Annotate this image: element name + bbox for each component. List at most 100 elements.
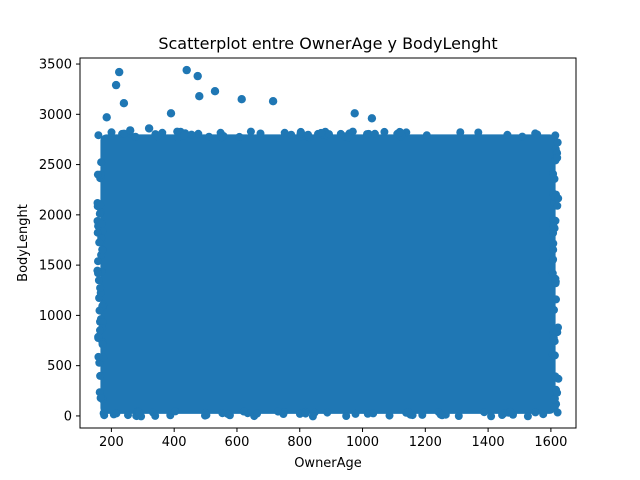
data-point: [553, 201, 562, 210]
data-point: [369, 409, 378, 418]
data-point: [344, 133, 353, 142]
data-point: [350, 109, 359, 118]
data-point: [553, 408, 562, 417]
data-point: [95, 209, 104, 218]
data-point: [98, 246, 107, 255]
y-tick-label: 3500: [39, 58, 72, 73]
x-axis-label: OwnerAge: [294, 456, 362, 471]
x-tick-label: 1000: [346, 435, 379, 450]
data-point: [480, 408, 489, 417]
data-point: [549, 170, 558, 178]
data-point: [404, 408, 413, 417]
data-point: [237, 95, 246, 104]
data-point: [187, 130, 196, 139]
y-tick-label: 1500: [39, 259, 72, 274]
data-point: [533, 130, 542, 139]
data-point: [98, 318, 107, 327]
data-point: [102, 113, 111, 122]
data-point: [367, 114, 377, 123]
data-point: [96, 284, 105, 292]
data-point: [239, 407, 248, 416]
data-point: [153, 132, 162, 141]
x-tick-label: 1400: [472, 435, 505, 450]
data-point: [380, 127, 389, 136]
data-point: [549, 215, 558, 224]
data-point: [554, 323, 562, 332]
data-point: [422, 131, 431, 140]
x-tick-label: 600: [225, 435, 250, 450]
data-point: [549, 255, 558, 264]
data-point: [246, 127, 255, 136]
dense-points-fill: [100, 134, 556, 414]
data-point: [274, 407, 282, 416]
data-point: [474, 128, 483, 137]
data-point: [336, 129, 345, 138]
data-point: [171, 407, 180, 416]
data-point: [503, 130, 512, 139]
data-point: [166, 109, 176, 118]
x-tick-label: 1200: [409, 435, 442, 450]
y-tick-label: 2500: [39, 158, 72, 173]
data-point: [363, 130, 371, 139]
data-point: [438, 411, 447, 420]
data-point: [385, 411, 394, 420]
data-point: [552, 385, 560, 394]
data-point: [348, 127, 357, 136]
data-point: [94, 276, 103, 285]
data-point: [107, 128, 116, 137]
data-point: [151, 411, 160, 420]
data-point: [96, 326, 104, 335]
data-point: [235, 132, 244, 141]
data-point: [93, 170, 102, 179]
data-point: [498, 411, 507, 419]
x-axis-ticks: 200 400 600 800 1000 1200 1400 1600: [99, 428, 567, 450]
y-tick-label: 2000: [39, 208, 72, 223]
data-point: [253, 409, 262, 418]
data-point: [456, 128, 465, 137]
data-point: [550, 395, 559, 404]
data-point: [95, 306, 104, 315]
data-point: [112, 409, 121, 418]
data-point: [325, 130, 333, 139]
x-tick-label: 1600: [534, 435, 567, 450]
data-point: [135, 408, 144, 417]
data-point: [94, 352, 103, 361]
plot-area: [93, 65, 563, 421]
data-point: [370, 129, 379, 138]
data-point: [552, 295, 560, 304]
x-tick-label: 800: [287, 435, 312, 450]
data-point: [97, 219, 106, 228]
data-point: [551, 372, 560, 381]
data-point: [323, 408, 332, 417]
data-point: [180, 131, 189, 140]
data-point: [554, 194, 563, 203]
plot-frame: [79, 57, 577, 429]
data-point: [217, 133, 226, 142]
data-point: [553, 138, 562, 147]
data-point: [549, 333, 558, 342]
data-point: [131, 132, 140, 141]
data-point: [287, 130, 296, 139]
data-point: [97, 158, 106, 167]
data-point: [94, 257, 102, 266]
data-point: [506, 407, 515, 416]
y-tick-label: 1000: [39, 309, 72, 324]
data-point: [280, 128, 289, 137]
y-axis-label: BodyLenght: [16, 204, 31, 282]
data-point: [195, 92, 204, 101]
data-point: [549, 245, 558, 254]
data-point: [193, 71, 202, 81]
data-point: [173, 127, 182, 136]
data-point: [205, 132, 213, 141]
data-point: [418, 410, 427, 419]
data-point: [98, 340, 107, 349]
data-point: [95, 238, 104, 247]
data-point: [396, 128, 405, 137]
x-tick-label: 200: [99, 435, 124, 450]
data-point: [96, 371, 105, 380]
y-axis-ticks: 0 500 1000 1500 2000 2500 3000 3500: [39, 58, 80, 424]
data-point: [549, 222, 558, 231]
data-point: [111, 80, 121, 90]
data-point: [115, 67, 124, 77]
